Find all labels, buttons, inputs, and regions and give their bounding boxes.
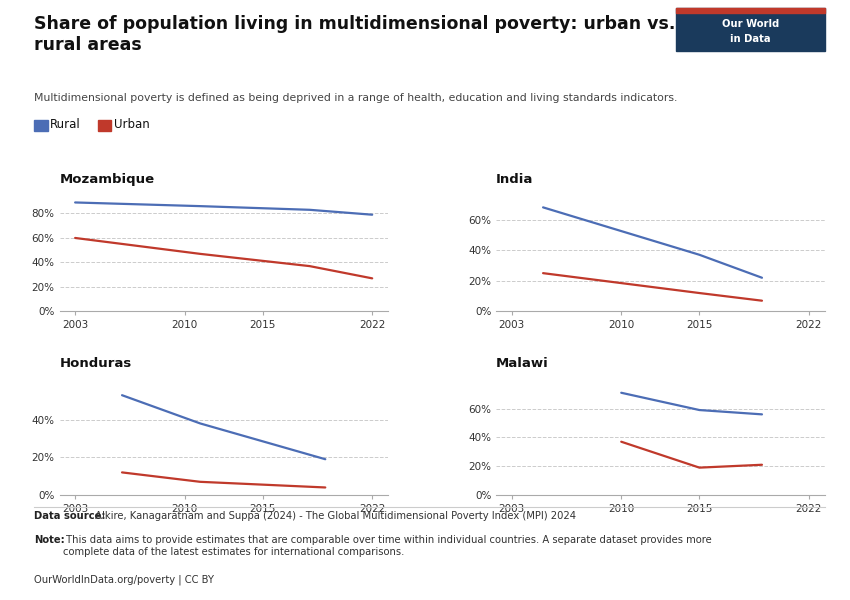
Text: India: India [496,173,534,187]
Text: Urban: Urban [114,118,150,131]
Text: OurWorldInData.org/poverty | CC BY: OurWorldInData.org/poverty | CC BY [34,575,214,586]
Text: Share of population living in multidimensional poverty: urban vs.
rural areas: Share of population living in multidimen… [34,15,676,55]
Text: Our World: Our World [722,19,779,29]
Text: Mozambique: Mozambique [60,173,155,187]
Text: Alkire, Kanagaratnam and Suppa (2024) - The Global Multidimensional Poverty Inde: Alkire, Kanagaratnam and Suppa (2024) - … [92,511,575,521]
Text: Malawi: Malawi [496,357,549,370]
Text: in Data: in Data [730,34,770,44]
Text: Note:: Note: [34,535,65,545]
Text: Multidimensional poverty is defined as being deprived in a range of health, educ: Multidimensional poverty is defined as b… [34,93,677,103]
Text: This data aims to provide estimates that are comparable over time within individ: This data aims to provide estimates that… [63,535,711,557]
Text: Data source:: Data source: [34,511,105,521]
Text: Honduras: Honduras [60,357,132,370]
Text: Rural: Rural [50,118,81,131]
